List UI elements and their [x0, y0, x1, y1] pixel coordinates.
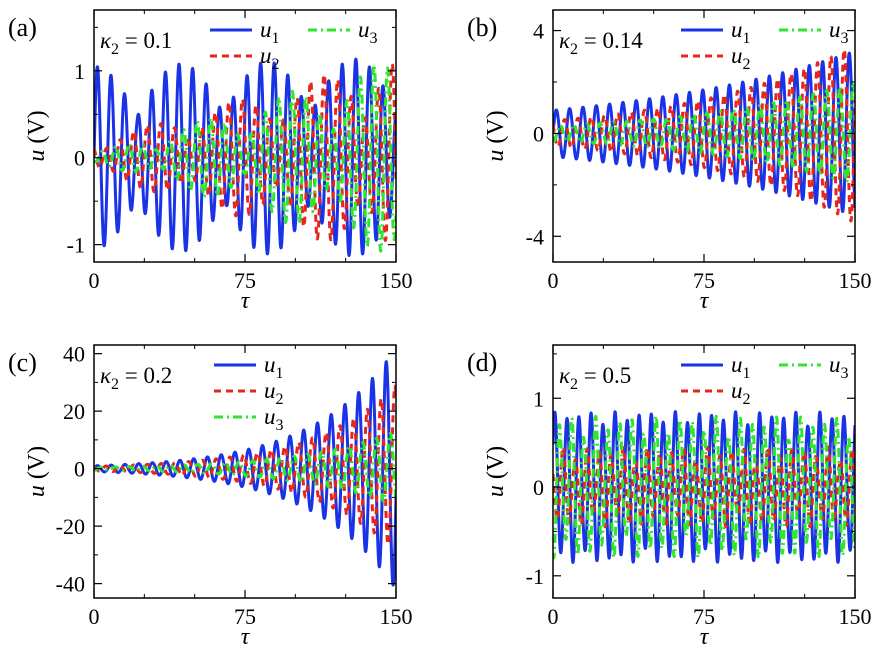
legend-item-u2: u2	[210, 43, 280, 73]
series-line-u3	[94, 431, 396, 503]
series-line-u1	[94, 57, 396, 257]
y-axis-label: u (V)	[483, 110, 509, 161]
legend-label: u2	[731, 43, 751, 73]
x-axis-label: τ	[700, 288, 710, 314]
y-tick-label: 0	[74, 146, 85, 171]
y-tick-label: -1	[526, 564, 544, 589]
legend-label: u1	[260, 17, 280, 47]
series-line-u2	[94, 384, 396, 546]
panel-label: (a)	[8, 13, 37, 42]
legend-label: u2	[264, 378, 284, 408]
series-line-u1	[553, 51, 855, 213]
legend-label: u1	[731, 17, 751, 47]
x-tick-label: 0	[548, 604, 559, 629]
y-tick-label: 20	[63, 399, 85, 424]
legend-label: u1	[731, 352, 751, 382]
legend-label: u2	[731, 378, 751, 408]
parameter-label: κ2 = 0.2	[100, 363, 172, 393]
x-tick-label: 0	[89, 268, 100, 293]
legend-item-u1: u1	[681, 352, 751, 382]
x-tick-label: 150	[839, 604, 872, 629]
legend-label: u2	[260, 43, 280, 73]
y-axis-label: u (V)	[24, 446, 50, 497]
y-tick-label: 40	[63, 342, 85, 367]
legend-label: u3	[358, 17, 378, 47]
x-tick-label: 150	[380, 604, 413, 629]
series-line-u1	[94, 360, 396, 587]
legend-item-u2: u2	[214, 378, 284, 408]
y-tick-label: -1	[67, 233, 85, 258]
x-tick-label: 150	[839, 268, 872, 293]
parameter-label: κ2 = 0.5	[559, 363, 631, 393]
x-tick-label: 75	[693, 268, 715, 293]
series-line-u3	[94, 63, 396, 253]
legend-item-u3: u3	[308, 17, 378, 47]
legend-label: u3	[829, 17, 849, 47]
y-tick-label: 0	[533, 121, 544, 146]
y-tick-label: -40	[56, 572, 85, 597]
series-line-u2	[94, 62, 396, 242]
legend-label: u1	[264, 352, 284, 382]
legend-item-u3: u3	[779, 17, 849, 47]
legend-item-u1: u1	[681, 17, 751, 47]
x-tick-label: 0	[548, 268, 559, 293]
series-line-u3	[553, 81, 855, 184]
y-tick-label: 4	[533, 19, 544, 44]
y-tick-label: 1	[74, 59, 85, 84]
x-axis-label: τ	[700, 624, 710, 650]
panel-label: (d)	[467, 348, 497, 377]
series-line-u2	[553, 48, 855, 223]
x-tick-label: 75	[234, 268, 256, 293]
x-tick-label: 75	[234, 604, 256, 629]
y-tick-label: 1	[533, 386, 544, 411]
y-tick-label: 0	[74, 457, 85, 482]
x-axis-label: τ	[241, 624, 251, 650]
parameter-label: κ2 = 0.1	[100, 28, 172, 58]
panel-label: (b)	[467, 13, 497, 42]
legend-label: u3	[829, 352, 849, 382]
x-tick-label: 150	[380, 268, 413, 293]
y-tick-label: -20	[56, 514, 85, 539]
legend-item-u2: u2	[681, 378, 751, 408]
y-tick-label: 0	[533, 475, 544, 500]
x-axis-label: τ	[241, 288, 251, 314]
series-line-u3	[553, 414, 855, 560]
panel-label: (c)	[8, 348, 37, 377]
y-axis-label: u (V)	[24, 110, 50, 161]
y-tick-label: -4	[526, 224, 544, 249]
parameter-label: κ2 = 0.14	[559, 28, 643, 58]
legend-item-u3: u3	[779, 352, 849, 382]
legend-item-u1: u1	[214, 352, 284, 382]
y-axis-label: u (V)	[483, 446, 509, 497]
x-tick-label: 75	[693, 604, 715, 629]
legend-item-u2: u2	[681, 43, 751, 73]
legend-item-u1: u1	[210, 17, 280, 47]
x-tick-label: 0	[89, 604, 100, 629]
legend-item-u3: u3	[214, 404, 284, 434]
legend-label: u3	[264, 404, 284, 434]
